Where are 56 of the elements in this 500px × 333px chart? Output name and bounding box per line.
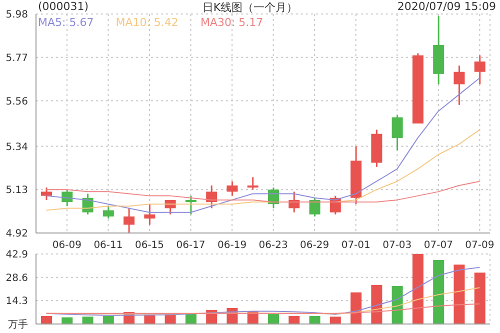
y-tick-label: 万手 (8, 318, 28, 331)
bar (330, 316, 341, 324)
candlestick (247, 176, 258, 190)
x-tick-label: 06-23 (258, 240, 288, 252)
x-tick-label: 07-01 (341, 240, 370, 252)
bar (62, 317, 73, 324)
x-tick-label: 07-07 (424, 240, 453, 252)
x-tick-label: 06-19 (218, 240, 247, 252)
candlestick (102, 205, 114, 220)
y-tick-label: 5.56 (6, 96, 28, 108)
bar (433, 260, 444, 324)
candlestick (62, 188, 73, 207)
text: MA30: 5.17 (200, 16, 264, 29)
x-tick-label: 06-17 (176, 240, 206, 252)
bar (41, 316, 52, 324)
bar (392, 286, 403, 324)
line-series (46, 303, 480, 314)
x-tick-label: 07-03 (382, 240, 412, 252)
x-tick-label: 06-09 (52, 240, 82, 252)
text: 2020/07/09 15:09 (397, 0, 496, 13)
x-tick-label: 06-15 (134, 240, 164, 252)
bar (288, 316, 300, 324)
bar (371, 285, 382, 324)
candlestick (309, 197, 320, 218)
bar (454, 264, 465, 324)
bar (102, 316, 114, 324)
x-tick-label: 07-09 (465, 240, 494, 252)
x-tick-label: 06-11 (94, 240, 123, 252)
bar (309, 316, 320, 324)
text: MA10: 5.42 (116, 16, 178, 29)
candlestick (206, 184, 218, 209)
bar (350, 292, 362, 324)
bar (474, 272, 486, 324)
y-tick-label: 5.98 (6, 10, 28, 21)
y-tick-label: 5.13 (6, 185, 28, 196)
candlestick (474, 54, 486, 85)
candlestick (144, 203, 156, 226)
y-tick-label: 5.34 (6, 142, 28, 153)
y-tick-label: 5.77 (6, 52, 28, 64)
y-tick-label: 4.92 (6, 228, 28, 240)
candlestick (392, 114, 403, 152)
x-tick-label: 06-29 (300, 240, 330, 252)
candlestick (124, 207, 135, 233)
bar (268, 314, 279, 324)
chart-title: 日K线图（一个月） (202, 1, 298, 14)
bar (412, 254, 424, 324)
y-tick-label: 28.6 (6, 272, 28, 284)
text: MA5: 5.67 (38, 16, 94, 29)
candlestick (226, 180, 238, 197)
y-tick-label: 42.9 (6, 250, 28, 261)
y-tick-label: 14.3 (6, 296, 28, 308)
bar (82, 316, 94, 324)
candlestick (454, 64, 465, 106)
candlestick (185, 195, 196, 216)
candlestick (41, 186, 52, 201)
text: (000031) (38, 0, 89, 13)
